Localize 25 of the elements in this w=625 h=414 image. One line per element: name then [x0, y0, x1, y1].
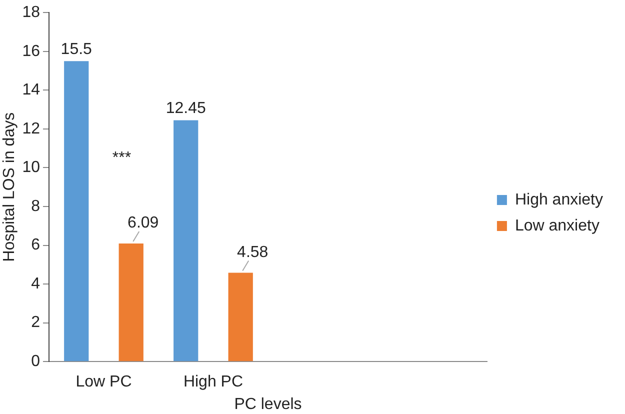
y-axis-title: Hospital LOS in days [1, 112, 18, 262]
legend-label: Low anxiety [514, 217, 600, 234]
x-axis-title: PC levels [234, 396, 302, 413]
annotation: *** [112, 150, 132, 167]
bar [228, 272, 253, 362]
x-tick-label: Low PC [76, 374, 132, 391]
data-label: 12.45 [166, 100, 206, 118]
legend-label: High anxiety [514, 191, 603, 208]
y-tick-label: 16 [22, 42, 40, 60]
y-tick-label: 6 [31, 236, 40, 254]
y-tick-label: 2 [31, 314, 40, 332]
y-tick-label: 14 [22, 82, 40, 99]
bar [118, 244, 144, 362]
y-tick-label: 12 [22, 120, 40, 138]
y-tick-label: 0 [31, 353, 40, 370]
data-label: 15.5 [60, 41, 92, 58]
bar [64, 61, 89, 362]
y-tick-label: 10 [22, 159, 40, 176]
data-label: 6.09 [128, 214, 159, 232]
y-tick-label: 4 [31, 275, 40, 292]
x-tick-label: High PC [183, 374, 244, 391]
data-label: 4.58 [237, 244, 268, 261]
y-tick-label: 8 [31, 198, 40, 215]
y-tick-label: 18 [22, 4, 40, 22]
bar [174, 120, 198, 362]
